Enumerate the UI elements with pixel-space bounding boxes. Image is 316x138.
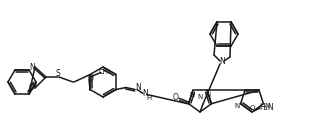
Text: N: N — [205, 92, 211, 98]
Text: N: N — [135, 83, 141, 92]
Text: N: N — [219, 58, 225, 67]
Text: H₂N: H₂N — [260, 103, 274, 112]
Text: H: H — [146, 95, 152, 100]
Text: N: N — [189, 92, 195, 98]
Text: N: N — [29, 63, 35, 71]
Text: O: O — [249, 105, 255, 111]
Text: S: S — [56, 68, 60, 78]
Text: N: N — [142, 89, 148, 98]
Text: N: N — [198, 94, 203, 100]
Text: CH₃: CH₃ — [99, 70, 111, 75]
Text: N: N — [265, 103, 270, 109]
Text: N: N — [234, 103, 239, 109]
Text: O: O — [173, 93, 179, 102]
Text: O: O — [29, 83, 35, 92]
Text: O: O — [88, 74, 94, 83]
